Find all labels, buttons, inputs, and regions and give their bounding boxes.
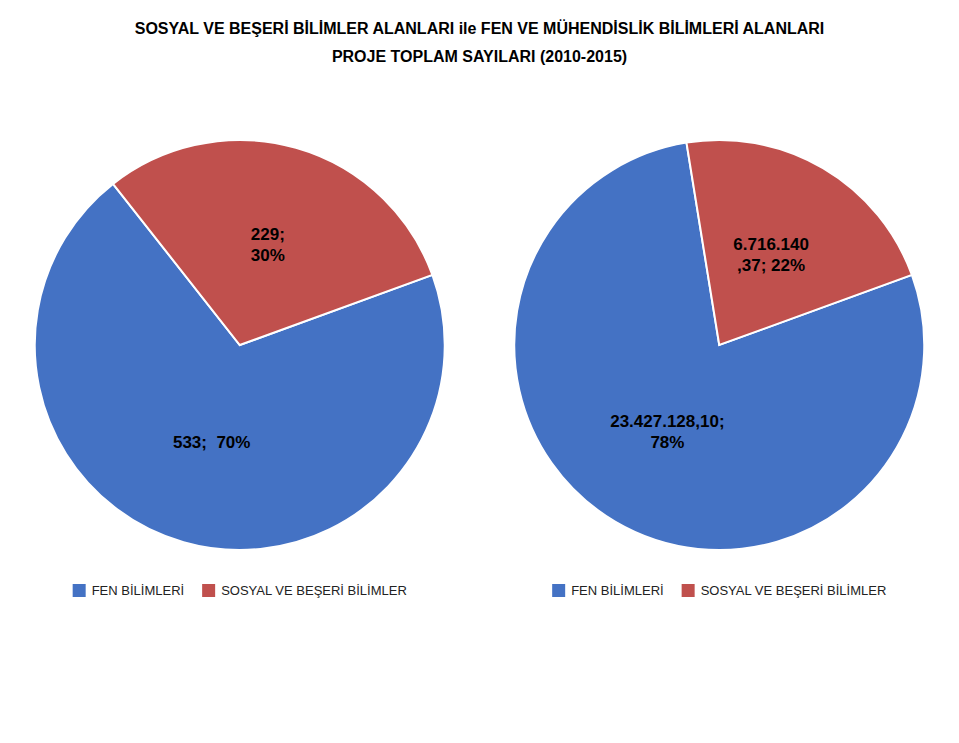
pie: 23.427.128,10;78% 6.716.140,37; 22% [514, 140, 924, 550]
data-label-line: 23.427.128,10; [610, 413, 724, 432]
subtitle: PROJE TOPLAM SAYILARI (2010-2015) [332, 48, 627, 65]
legend-swatch [73, 584, 86, 597]
data-label-line: 533; 70% [173, 433, 251, 452]
legend: FEN BİLİMLERİ SOSYAL VE BEŞERİ BİLİMLER [73, 583, 407, 598]
data-label: 6.716.140,37; 22% [733, 236, 809, 275]
data-label-line: 229; [251, 226, 285, 245]
data-label-line: 6.716.140 [733, 236, 809, 255]
data-label: 533; 70% [173, 433, 251, 452]
data-label-line: ,37; 22% [737, 256, 805, 275]
legend-item: FEN BİLİMLERİ [73, 583, 184, 598]
legend-swatch [552, 584, 565, 597]
pie-slice [686, 140, 911, 345]
pie: 533; 70% 229;30% [35, 140, 445, 550]
legend-label: FEN BİLİMLERİ [92, 583, 184, 598]
data-labels: 533; 70% 229;30% [173, 226, 285, 452]
chart-root: SOSYAL VE BEŞERİ BİLİMLER ALANLARI ile F… [0, 0, 959, 743]
legend-label: SOSYAL VE BEŞERİ BİLİMLER [221, 583, 407, 598]
slices [514, 140, 924, 550]
title: SOSYAL VE BEŞERİ BİLİMLER ALANLARI ile F… [135, 19, 825, 37]
legend-item: SOSYAL VE BEŞERİ BİLİMLER [202, 583, 407, 598]
data-label-line: 78% [650, 433, 684, 452]
legend-label: SOSYAL VE BEŞERİ BİLİMLER [701, 583, 887, 598]
slices [35, 140, 445, 550]
legend-item: FEN BİLİMLERİ [552, 583, 663, 598]
legend-swatch [682, 584, 695, 597]
legend: FEN BİLİMLERİ SOSYAL VE BEŞERİ BİLİMLER [552, 583, 886, 598]
pie-slice [113, 140, 432, 345]
data-labels: 23.427.128,10;78% 6.716.140,37; 22% [610, 236, 809, 452]
data-label-line: 30% [251, 246, 285, 265]
legend-label: FEN BİLİMLERİ [571, 583, 663, 598]
legend-swatch [202, 584, 215, 597]
legend-item: SOSYAL VE BEŞERİ BİLİMLER [682, 583, 887, 598]
data-label: 229;30% [251, 226, 285, 265]
data-label: 23.427.128,10;78% [610, 413, 724, 452]
